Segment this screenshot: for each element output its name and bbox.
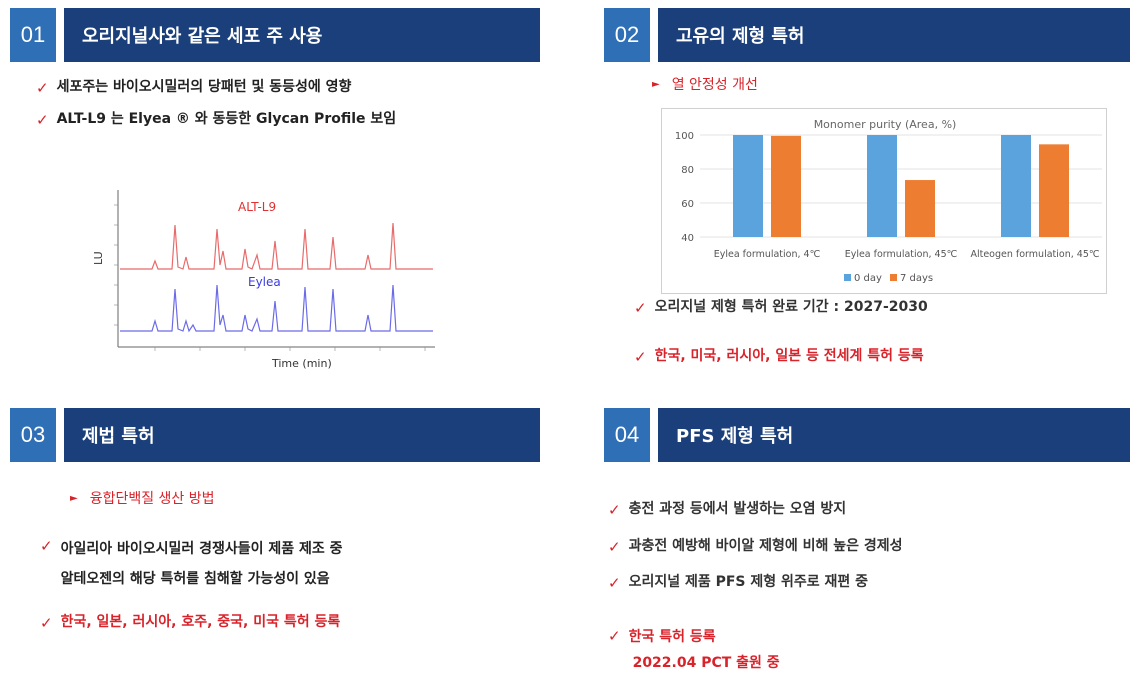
s1-bullet-1: ✓ 세포주는 바이오시밀러의 당패턴 및 동등성에 영향 — [36, 76, 351, 100]
section-title: 오리지널사와 같은 세포 주 사용 — [64, 8, 540, 62]
section-04-header: 04 PFS 제형 특허 — [604, 408, 1130, 462]
section-number: 01 — [10, 8, 56, 62]
bullet-line-1: 한국 특허 등록 — [628, 629, 716, 645]
bullet-line-2: 알테오젠의 해당 특허를 침해할 가능성이 있음 — [60, 571, 330, 587]
chrom-label-alt: ALT-L9 — [238, 200, 276, 214]
check-icon: ✓ — [634, 348, 647, 366]
bar-day7 — [905, 180, 935, 237]
section-03-header: 03 제법 특허 — [10, 408, 540, 462]
check-icon: ✓ — [36, 111, 49, 129]
chrom-xlabel: Time (min) — [271, 357, 332, 370]
bullet-text: 오리지널 제형 특허 완료 기간 : 2027-2030 — [654, 299, 928, 315]
y-tick-label: 60 — [681, 199, 694, 210]
bar-day7 — [771, 135, 801, 237]
check-icon: ✓ — [36, 79, 49, 97]
section-02-header: 02 고유의 제형 특허 — [604, 8, 1130, 62]
check-icon: ✓ — [608, 538, 621, 556]
sub-text: 융합단백질 생산 방법 — [89, 491, 215, 507]
y-tick-label: 100 — [675, 131, 694, 142]
s4-bullet-4: ✓ 한국 특허 등록 2022.04 PCT 출원 중 — [608, 624, 780, 676]
triangle-bullet-icon: ► — [652, 78, 660, 90]
section-title: PFS 제형 특허 — [658, 408, 1130, 462]
s1-bullet-2: ✓ ALT-L9 는 Elyea ® 와 동등한 Glycan Profile … — [36, 108, 396, 132]
y-tick-label: 40 — [681, 233, 694, 244]
check-icon: ✓ — [608, 627, 621, 645]
bar-day0 — [1001, 135, 1031, 237]
bar-day7 — [1039, 144, 1069, 237]
check-icon: ✓ — [40, 537, 53, 555]
glycan-chromatogram: ALT-L9 Eylea LU Time (min) — [92, 190, 435, 370]
section-number: 04 — [604, 408, 650, 462]
bullet-text: 세포주는 바이오시밀러의 당패턴 및 동등성에 영향 — [56, 79, 352, 95]
check-icon: ✓ — [608, 574, 621, 592]
bullet-line-1: 아일리아 바이오시밀러 경쟁사들이 제품 제조 중 — [60, 541, 343, 557]
section-01-header: 01 오리지널사와 같은 세포 주 사용 — [10, 8, 540, 62]
bullet-text: 충전 과정 등에서 발생하는 오염 방지 — [628, 501, 847, 517]
chrom-label-eylea: Eylea — [248, 275, 281, 289]
bullet-text-multiline: 한국 특허 등록 2022.04 PCT 출원 중 — [629, 624, 780, 676]
s2-bullet-2: ✓ 한국, 미국, 러시아, 일본 등 전세계 특허 등록 — [634, 345, 924, 369]
legend-swatch — [890, 274, 897, 281]
sub-text: 열 안정성 개선 — [671, 77, 758, 93]
bar-day0 — [867, 135, 897, 237]
s4-bullet-2: ✓ 과충전 예방해 바이알 제형에 비해 높은 경제성 — [608, 535, 903, 559]
section-number: 03 — [10, 408, 56, 462]
check-icon: ✓ — [608, 501, 621, 519]
legend-label: 7 days — [900, 273, 933, 284]
bullet-text: ALT-L9 는 Elyea ® 와 동등한 Glycan Profile 보임 — [56, 111, 397, 127]
chrom-ylabel: LU — [92, 251, 105, 265]
s2-sub-item: ► 열 안정성 개선 — [652, 74, 758, 94]
x-category-label: Eylea formulation, 45℃ — [845, 249, 958, 260]
s3-bullet-1: ✓ 아일리아 바이오시밀러 경쟁사들이 제품 제조 중 알테오젠의 해당 특허를… — [40, 534, 343, 594]
check-icon: ✓ — [40, 614, 53, 632]
bullet-text: 과충전 예방해 바이알 제형에 비해 높은 경제성 — [628, 538, 903, 554]
legend-label: 0 day — [854, 273, 882, 284]
bar-chart-svg: Monomer purity (Area, %) 100 80 60 40 Eylea f… — [675, 118, 1102, 284]
triangle-bullet-icon: ► — [70, 492, 78, 504]
s4-bullet-3: ✓ 오리지널 제품 PFS 제형 위주로 재편 중 — [608, 571, 868, 595]
chart-title: Monomer purity (Area, %) — [814, 118, 957, 131]
x-category-label: Alteogen formulation, 45℃ — [970, 249, 1099, 260]
check-icon: ✓ — [634, 299, 647, 317]
s3-sub-item: ► 융합단백질 생산 방법 — [70, 488, 215, 508]
s2-bullet-1: ✓ 오리지널 제형 특허 완료 기간 : 2027-2030 — [634, 296, 928, 320]
y-tick-label: 80 — [681, 165, 694, 176]
bullet-text: 오리지널 제품 PFS 제형 위주로 재편 중 — [628, 574, 869, 590]
section-title: 제법 특허 — [64, 408, 540, 462]
monomer-purity-chart: Monomer purity (Area, %) 100 80 60 40 Eylea f… — [661, 108, 1107, 294]
section-title: 고유의 제형 특허 — [658, 8, 1130, 62]
section-number: 02 — [604, 8, 650, 62]
bullet-text: 한국, 미국, 러시아, 일본 등 전세계 특허 등록 — [654, 348, 924, 364]
legend-swatch — [844, 274, 851, 281]
bullet-line-2: 2022.04 PCT 출원 중 — [632, 655, 780, 671]
x-category-label: Eylea formulation, 4℃ — [714, 249, 821, 260]
s3-bullet-2: ✓ 한국, 일본, 러시아, 호주, 중국, 미국 특허 등록 — [40, 611, 340, 635]
bullet-text: 한국, 일본, 러시아, 호주, 중국, 미국 특허 등록 — [60, 614, 341, 630]
bar-day0 — [733, 135, 763, 237]
s4-bullet-1: ✓ 충전 과정 등에서 발생하는 오염 방지 — [608, 498, 846, 522]
bullet-text-multiline: 아일리아 바이오시밀러 경쟁사들이 제품 제조 중 알테오젠의 해당 특허를 침… — [61, 534, 343, 594]
